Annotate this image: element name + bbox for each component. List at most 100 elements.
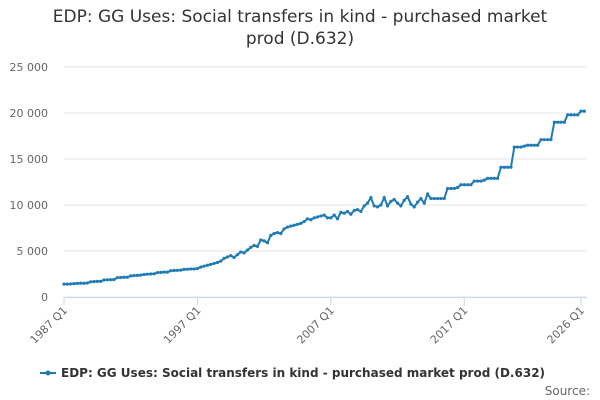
point [529,143,533,147]
point [105,278,109,282]
point [542,138,546,142]
point [429,196,433,201]
point [546,138,550,142]
point [175,268,180,272]
point [72,282,76,286]
point [125,275,129,279]
point [536,143,540,147]
point [332,213,336,217]
point [75,281,79,285]
point [202,264,206,268]
point [279,231,283,236]
point [165,270,169,274]
point [445,186,450,191]
point [335,217,340,221]
point [576,113,580,117]
point [352,208,356,213]
point [329,216,333,220]
point [419,196,423,201]
point [382,196,386,200]
legend-marker [45,370,51,376]
point [132,273,136,278]
point [155,271,159,275]
point [566,113,570,117]
point [305,217,310,221]
point [559,120,563,124]
point [249,245,253,249]
point [179,268,183,272]
point [452,186,456,191]
point [572,113,576,117]
point [552,120,556,124]
point [185,267,190,271]
point [582,109,586,113]
point [369,196,373,200]
y-tick-label: 0 [41,291,48,304]
point [449,186,453,191]
x-tick-label: 2007 Q1 [294,304,337,347]
point [499,165,503,169]
point [142,272,146,277]
point [112,277,116,282]
point [232,255,236,260]
point [172,268,176,273]
point [489,176,493,180]
point [269,233,273,237]
point [365,201,370,205]
y-tick-label: 5 000 [17,245,49,258]
point [479,179,483,183]
point [182,267,186,271]
point [169,269,173,273]
point [359,209,363,214]
point [259,238,263,242]
point [556,120,560,124]
point [375,205,380,209]
point [119,275,123,280]
point [496,176,500,180]
point [272,231,276,236]
point [526,143,530,147]
point [342,211,346,215]
point [309,218,313,222]
point [425,192,430,196]
point [519,145,523,149]
y-tick-label: 25 000 [10,61,49,74]
point [355,208,360,212]
point [522,144,526,148]
point [282,227,286,231]
point [469,183,473,187]
point [549,138,553,142]
point [109,278,113,282]
x-tick-label: 2017 Q1 [428,304,471,347]
point [385,204,390,208]
y-tick-label: 15 000 [10,153,49,166]
point [315,215,320,219]
point [579,109,583,113]
point [285,225,290,229]
point [262,239,266,243]
point [145,272,149,276]
point [362,204,366,208]
point [65,282,69,286]
point [195,266,200,271]
point [115,276,119,280]
point [289,224,293,228]
point [189,267,193,271]
point [225,255,230,259]
point [562,120,566,124]
chart-title: EDP: GG Uses: Social transfers in kind -… [52,7,548,49]
point [215,260,220,265]
point [392,197,396,202]
point [252,243,256,248]
point [455,185,460,190]
point [139,273,143,277]
point [482,178,486,182]
series-line [64,110,585,286]
point [89,280,93,284]
legend-label: EDP: GG Uses: Social transfers in kind -… [61,366,545,380]
point [162,270,166,274]
point [415,200,420,204]
point [265,241,270,245]
point [502,165,506,169]
